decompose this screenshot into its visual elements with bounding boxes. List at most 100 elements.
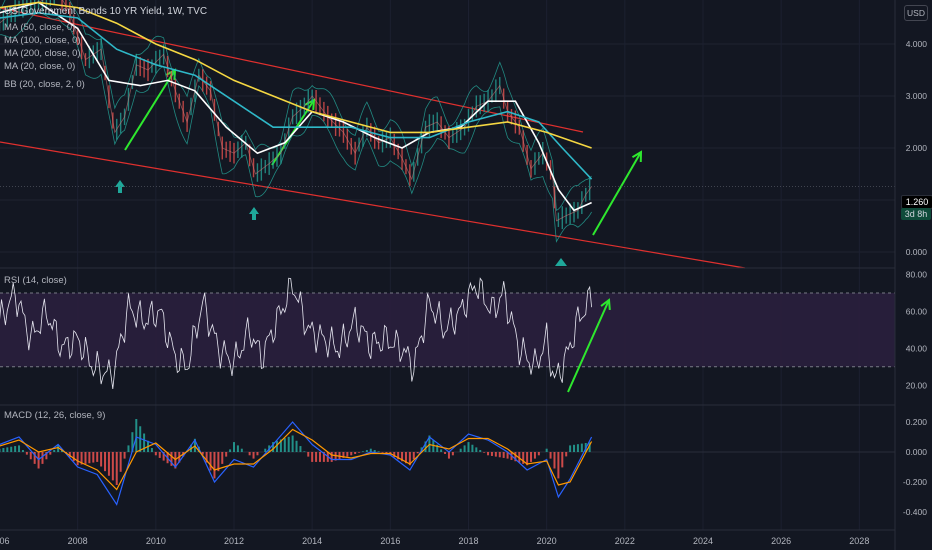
macd-histogram-bar (72, 452, 75, 462)
macd-tick-label: -0.200 (903, 477, 927, 487)
legend-ma-20[interactable]: MA (20, close, 0) (4, 61, 76, 72)
green-arrow-rsi-shaft (567, 299, 610, 393)
macd-histogram-bar (150, 448, 153, 452)
macd-histogram-bar (174, 452, 177, 469)
macd-histogram-bar (264, 448, 267, 452)
macd-tick-label: 0.000 (906, 447, 928, 457)
macd-histogram-bar (41, 452, 44, 464)
macd-histogram-bar (18, 445, 21, 452)
macd-histogram-bar (549, 452, 552, 459)
macd-histogram-bar (217, 452, 220, 472)
macd-histogram-bar (279, 439, 282, 452)
macd-histogram-bar (162, 452, 165, 461)
macd-histogram-bar (565, 452, 568, 457)
macd-histogram-bar (322, 452, 325, 462)
macd-histogram-bar (303, 451, 306, 452)
bar-countdown-label: 3d 8h (901, 208, 931, 220)
macd-histogram-bar (412, 452, 415, 460)
bollinger-upper-band (0, 0, 592, 211)
time-tick-label: 2008 (68, 536, 88, 546)
chart-title[interactable]: US Government Bonds 10 YR Yield, 1W, TVC (4, 6, 208, 17)
macd-histogram-bar (463, 445, 466, 452)
green-arrow-2021[interactable] (592, 150, 643, 236)
macd-histogram-bar (88, 452, 91, 464)
macd-histogram-bar (573, 444, 576, 452)
macd-histogram-bar (107, 452, 110, 476)
ma-200-line (0, 1, 592, 149)
macd-histogram-bar (311, 452, 314, 462)
macd-histogram-bar (256, 452, 259, 456)
macd-histogram-bar (381, 452, 384, 453)
legend-rsi[interactable]: RSI (14, close) (4, 275, 67, 286)
macd-histogram-bar (10, 446, 13, 452)
macd-histogram-bar (115, 452, 118, 485)
channel-upper-line[interactable] (0, 7, 584, 133)
time-tick-label: 2026 (771, 536, 791, 546)
legend-bollinger[interactable]: BB (20, close, 2, 0) (4, 79, 85, 90)
macd-histogram-bar (295, 440, 298, 452)
macd-histogram-bar (119, 452, 122, 472)
legend-ma-100[interactable]: MA (100, close, 0) (4, 35, 81, 46)
legend-macd[interactable]: MACD (12, 26, close, 9) (4, 410, 106, 421)
macd-histogram-bar (588, 442, 591, 452)
rsi-line (0, 277, 592, 389)
green-arrow-rsi[interactable] (567, 298, 611, 393)
macd-histogram-bar (29, 452, 32, 460)
macd-histogram-bar (104, 452, 107, 472)
macd-histogram-bar (408, 452, 411, 466)
time-tick-label: 2022 (615, 536, 635, 546)
currency-button[interactable]: USD (904, 5, 928, 21)
macd-histogram-bar (330, 452, 333, 462)
macd-histogram-bar (131, 432, 134, 452)
macd-histogram-bar (471, 444, 474, 452)
triangle-marker-icon (555, 258, 567, 266)
macd-histogram-bar (498, 452, 501, 458)
macd-histogram-bar (377, 451, 380, 452)
macd-histogram-bar (502, 452, 505, 458)
macd-histogram-bar (127, 445, 130, 452)
macd-histogram-bar (533, 452, 536, 459)
macd-histogram-bar (154, 452, 157, 456)
macd-histogram-bar (135, 419, 138, 452)
time-tick-label: 2006 (0, 536, 10, 546)
macd-histogram-bar (514, 452, 517, 462)
time-tick-label: 2014 (302, 536, 322, 546)
macd-line (0, 421, 593, 506)
macd-histogram-bar (236, 445, 239, 452)
ma-100-line (0, 11, 593, 180)
legend-ma-200[interactable]: MA (200, close, 0) (4, 48, 81, 59)
macd-histogram-bar (53, 450, 56, 452)
macd-histogram-bar (483, 452, 486, 453)
macd-histogram-bar (209, 452, 212, 471)
macd-histogram-bar (428, 435, 431, 452)
macd-histogram-bar (272, 442, 275, 452)
legend-ma-50[interactable]: MA (50, close, 0) (4, 22, 76, 33)
green-arrow-2021-shaft (592, 151, 642, 236)
time-tick-label: 2024 (693, 536, 713, 546)
macd-histogram-bar (350, 452, 353, 456)
macd-histogram-bar (487, 452, 490, 456)
macd-histogram-bar (213, 452, 216, 479)
price-tick-label: 3.000 (906, 91, 928, 101)
macd-histogram-bar (57, 445, 60, 452)
green-arrow-2021-head (631, 150, 643, 163)
last-price-label: 1.260 (901, 195, 932, 209)
macd-histogram-bar (158, 452, 161, 458)
macd-histogram-bar (436, 444, 439, 452)
macd-histogram-bar (342, 452, 345, 458)
macd-histogram-bar (45, 452, 48, 460)
macd-histogram-bar (479, 450, 482, 452)
macd-histogram-bar (522, 452, 525, 464)
channel-lower-line[interactable] (0, 141, 746, 269)
macd-histogram-bar (576, 444, 579, 452)
macd-histogram-bar (49, 452, 52, 455)
green-arrow-rsi-head (600, 298, 611, 311)
macd-histogram-bar (369, 448, 372, 452)
macd-histogram-bar (467, 442, 470, 452)
macd-histogram-bar (21, 450, 24, 452)
macd-histogram-bar (557, 452, 560, 479)
macd-histogram-bar (291, 435, 294, 452)
macd-histogram-bar (307, 452, 310, 457)
macd-histogram-bar (354, 452, 357, 454)
